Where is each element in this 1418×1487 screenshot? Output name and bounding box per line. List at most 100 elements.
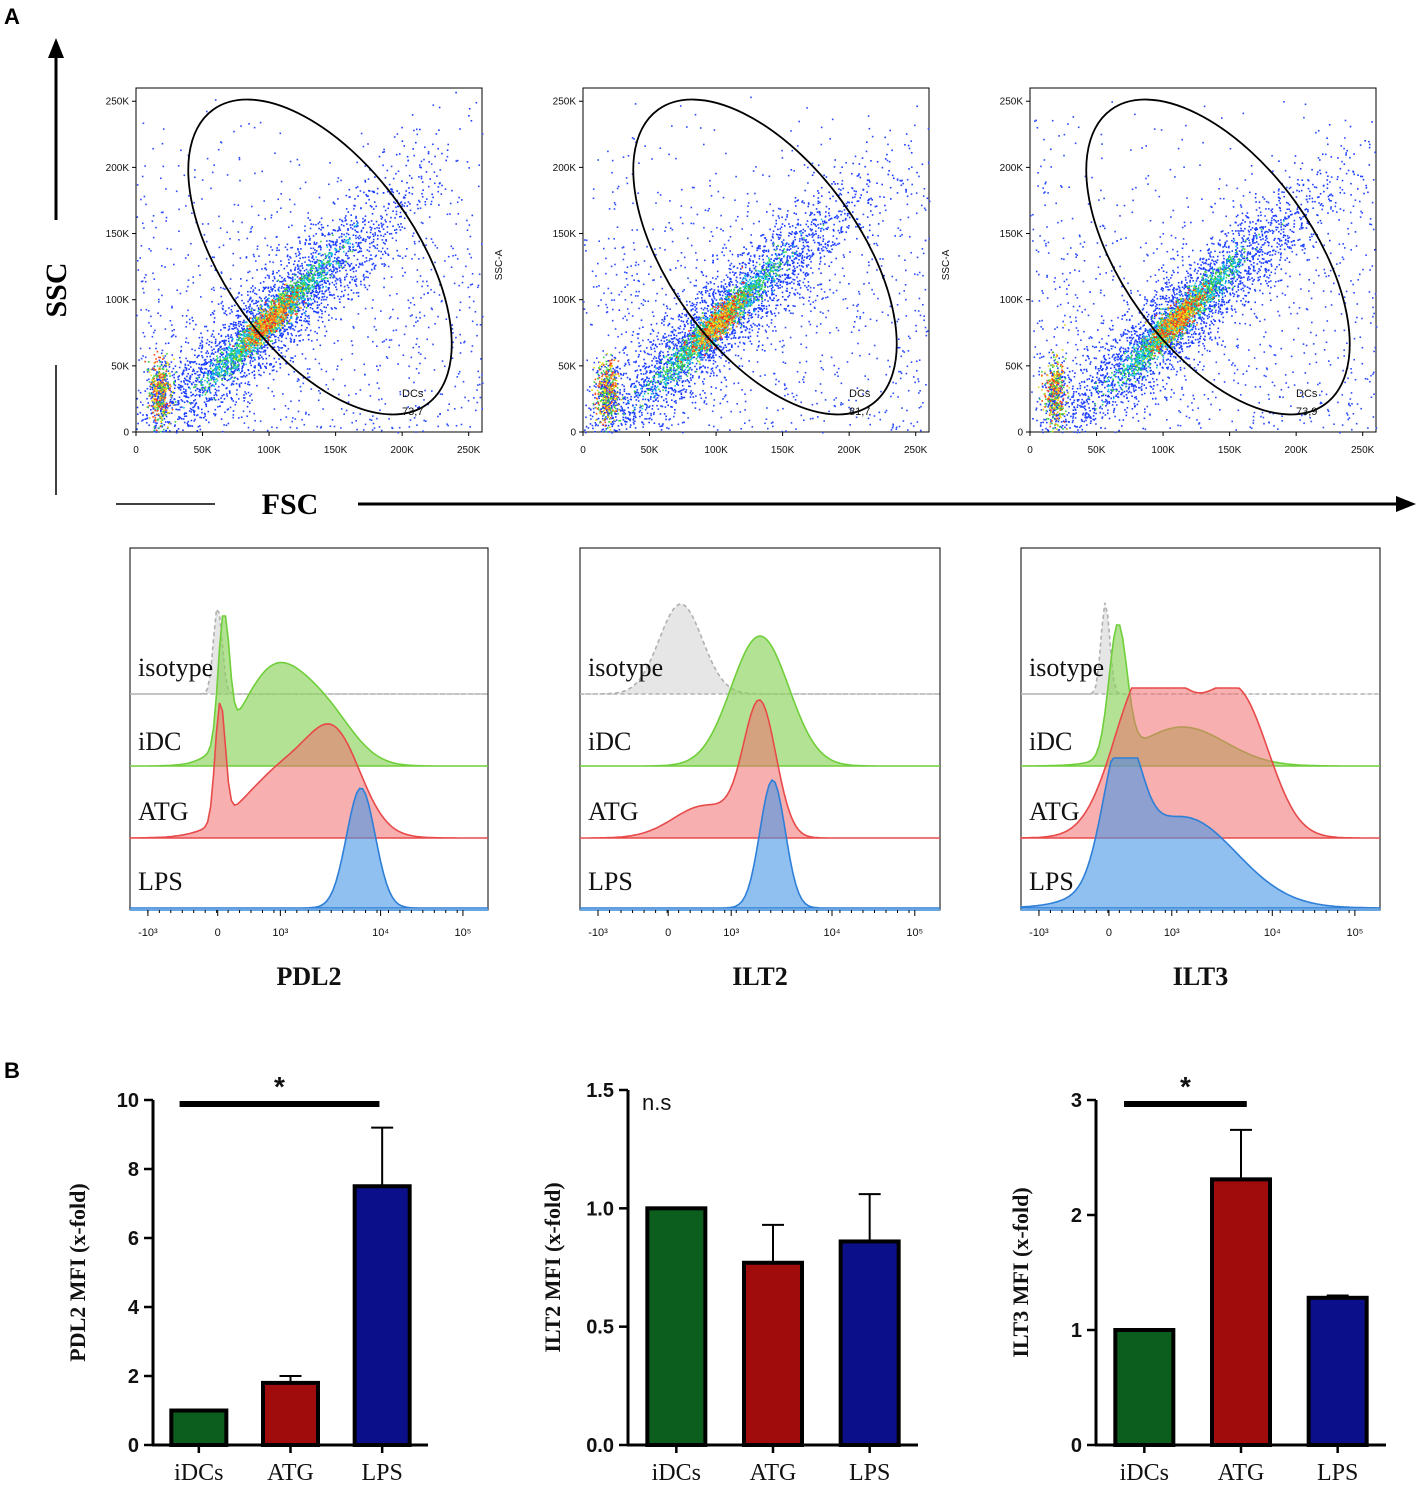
x-tick-label: 50K xyxy=(194,445,212,456)
y-tick-label: 50K xyxy=(558,361,576,372)
histogram-label-idc: iDC xyxy=(1029,727,1072,756)
y-tick-label: 100K xyxy=(106,295,130,306)
scatter-plot-2: DCs 81,7 0 50K 100K 150K 200K 250K 0 50K 100K 150K 2… xyxy=(553,87,952,456)
scatter-plot-3: DCs 73,9 0 50K 100K 150K 200K 250K 0 50K 100K 150K 2… xyxy=(1000,87,1378,456)
dc-gate xyxy=(187,98,453,416)
x-tick-label: 0 xyxy=(1027,445,1033,456)
significance-ns: n.s xyxy=(642,1090,671,1115)
gate-name: DCs xyxy=(849,388,871,400)
histogram-label-atg: ATG xyxy=(138,797,189,826)
x-tick-label: 200K xyxy=(837,445,861,456)
significance-star: * xyxy=(274,1071,285,1102)
bar-chart-3: 0 1 2 3 iDCs ATG LPS ILT3 MFI (x-fold) * xyxy=(1008,1071,1386,1486)
scatter-frame xyxy=(1029,87,1377,433)
y-tick-label: 3 xyxy=(1071,1090,1082,1112)
marker-label: ILT3 xyxy=(1173,962,1228,991)
x-tick-label: 10⁵ xyxy=(906,927,923,939)
category-label: ATG xyxy=(267,1460,314,1486)
histogram-label-isotype: isotype xyxy=(138,653,213,682)
y-tick-label: 250K xyxy=(1000,97,1024,108)
marker-label: PDL2 xyxy=(277,962,342,991)
bar-chart-2: 0.0 0.5 1.0 1.5 iDCs ATG LPS ILT2 MFI (x-fold) n… xyxy=(540,1080,918,1486)
y-tick-label: 50K xyxy=(111,361,129,372)
x-tick-label: 10³ xyxy=(272,927,288,939)
gate-value: 81,7 xyxy=(849,406,870,418)
x-tick-label: -10³ xyxy=(1029,927,1049,939)
bar-y-axis-label: ILT3 MFI (x-fold) xyxy=(1008,1187,1033,1357)
category-label: LPS xyxy=(361,1460,402,1486)
category-label: iDCs xyxy=(652,1460,701,1486)
x-tick-label: 10³ xyxy=(723,927,739,939)
category-label: LPS xyxy=(849,1460,890,1486)
y-tick-label: 100K xyxy=(1000,295,1024,306)
side-axis-label: SSC-A xyxy=(941,249,952,280)
y-tick-label: 250K xyxy=(553,97,577,108)
histogram-lps xyxy=(1020,757,1381,909)
x-tick-label: 200K xyxy=(1284,445,1308,456)
x-tick-label: 10⁵ xyxy=(455,927,472,939)
y-tick-label: 100K xyxy=(553,295,577,306)
histogram-label-lps: LPS xyxy=(1029,867,1074,896)
x-tick-label: 100K xyxy=(257,445,281,456)
y-tick-label: 250K xyxy=(106,97,130,108)
dc-gate xyxy=(632,98,898,416)
histogram-label-atg: ATG xyxy=(1029,797,1080,826)
y-tick-label: 6 xyxy=(128,1228,139,1250)
histogram-label-atg: ATG xyxy=(588,797,639,826)
bar-atg xyxy=(742,1260,804,1448)
gate-name: DCs xyxy=(402,388,424,400)
bar-idcs xyxy=(1113,1328,1176,1447)
side-axis-label: SSC-A xyxy=(494,249,505,280)
x-tick-label: 10⁴ xyxy=(372,927,389,939)
x-tick-label: 10⁴ xyxy=(1264,927,1281,939)
histogram-1: isotype iDC ATG LPS -10³ 0 10³ 10⁴ 10⁵ PDL2 xyxy=(129,547,489,991)
y-tick-label: 10 xyxy=(117,1090,139,1112)
y-tick-label: 2 xyxy=(1071,1205,1082,1227)
x-tick-label: 150K xyxy=(771,445,795,456)
bar-idcs xyxy=(645,1206,708,1448)
y-tick-label: 0.5 xyxy=(586,1317,614,1339)
gate-name: DCs xyxy=(1296,388,1318,400)
bar-lps xyxy=(838,1239,901,1448)
bar-atg xyxy=(261,1380,320,1448)
marker-label: ILT2 xyxy=(732,962,787,991)
scatter-points xyxy=(583,96,931,434)
x-tick-label: 10⁵ xyxy=(1346,927,1363,939)
y-tick-label: 200K xyxy=(106,163,130,174)
bar-lps xyxy=(352,1184,412,1447)
scatter-points xyxy=(1030,101,1378,434)
category-label: iDCs xyxy=(174,1460,223,1486)
x-tick-label: 0 xyxy=(580,445,586,456)
x-tick-label: 150K xyxy=(324,445,348,456)
histogram-2: isotype iDC ATG LPS -10³ 0 10³ 10⁴ 10⁵ ILT2 xyxy=(579,547,941,991)
y-tick-label: 150K xyxy=(1000,229,1024,240)
scatter-points xyxy=(136,91,484,434)
x-tick-label: 250K xyxy=(457,445,481,456)
x-tick-label: 50K xyxy=(641,445,659,456)
y-tick-label: 2 xyxy=(128,1366,139,1388)
y-tick-label: 1 xyxy=(1071,1320,1082,1342)
x-tick-label: 150K xyxy=(1218,445,1242,456)
fsc-arrowhead xyxy=(1396,496,1416,512)
y-tick-label: 0.0 xyxy=(586,1435,614,1457)
bar-lps xyxy=(1306,1295,1369,1448)
histogram-label-isotype: isotype xyxy=(588,653,663,682)
y-tick-label: 8 xyxy=(128,1159,139,1181)
histogram-3: isotype iDC ATG LPS -10³ 0 10³ 10⁴ 10⁵ ILT3 xyxy=(1020,547,1381,991)
histogram-label-lps: LPS xyxy=(588,867,633,896)
y-tick-label: 0 xyxy=(570,428,576,439)
x-tick-label: 50K xyxy=(1088,445,1106,456)
scatter-plot-1: DCs 73,7 0 50K 100K 150K 200K 250K 0 50K 100K 150K 2… xyxy=(106,87,505,456)
x-tick-label: -10³ xyxy=(138,927,158,939)
ssc-axis-label: SSC xyxy=(40,262,73,317)
y-tick-label: 1.5 xyxy=(586,1080,614,1102)
histogram-label-idc: iDC xyxy=(588,727,631,756)
dc-gate xyxy=(1085,98,1351,416)
y-tick-label: 1.0 xyxy=(586,1198,614,1220)
y-tick-label: 150K xyxy=(106,229,130,240)
bar-y-axis-label: ILT2 MFI (x-fold) xyxy=(540,1182,565,1352)
y-tick-label: 0 xyxy=(123,428,129,439)
panel-label-a: A xyxy=(4,4,20,29)
bar-idcs xyxy=(169,1408,229,1447)
